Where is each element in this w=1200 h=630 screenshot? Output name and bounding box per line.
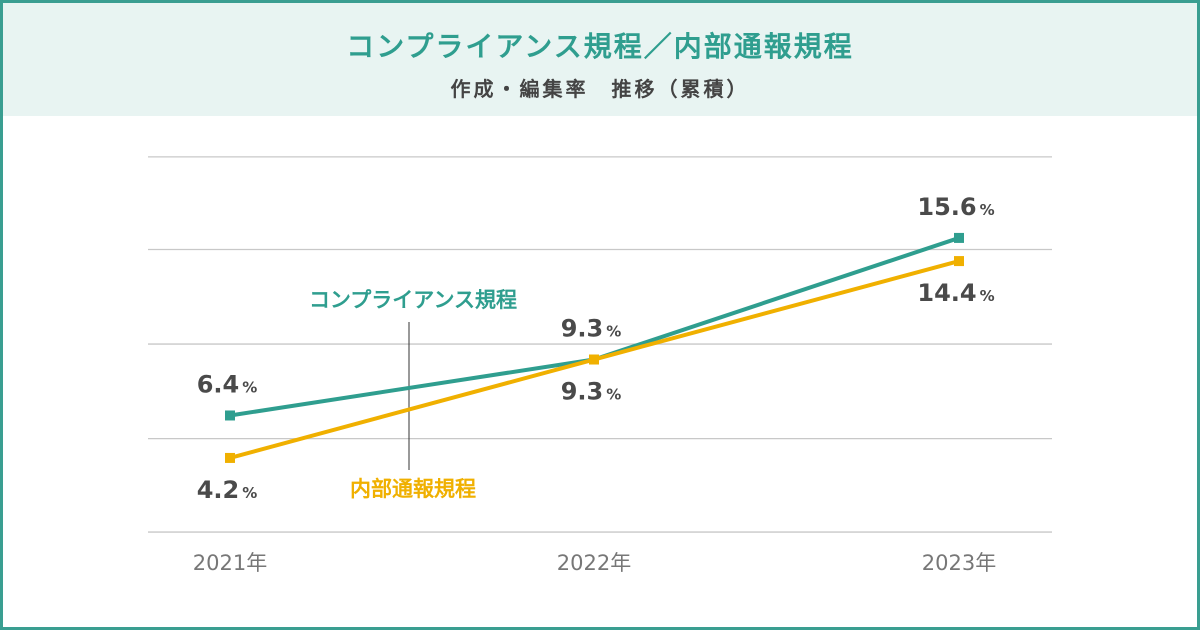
x-tick-label: 2021年 (193, 551, 267, 575)
data-point (225, 410, 235, 421)
data-point (954, 256, 964, 267)
data-label: 15.6% (917, 193, 994, 221)
data-point (225, 452, 235, 463)
legend-label: 内部通報規程 (350, 477, 476, 501)
chart-subtitle: 作成・編集率 推移（累積） (450, 77, 750, 101)
data-label: 9.3% (561, 378, 622, 406)
data-point (589, 354, 599, 365)
data-label: 6.4% (197, 370, 258, 398)
data-label: 4.2% (197, 476, 258, 504)
legend-label: コンプライアンス規程 (309, 288, 517, 312)
data-label: 9.3% (561, 315, 622, 343)
x-tick-label: 2023年 (922, 551, 996, 575)
data-point (954, 232, 964, 243)
chart-header: コンプライアンス規程／内部通報規程 作成・編集率 推移（累積） (3, 3, 1197, 116)
chart-title: コンプライアンス規程／内部通報規程 (346, 30, 854, 63)
x-tick-label: 2022年 (557, 551, 631, 575)
data-label: 14.4% (917, 279, 994, 307)
